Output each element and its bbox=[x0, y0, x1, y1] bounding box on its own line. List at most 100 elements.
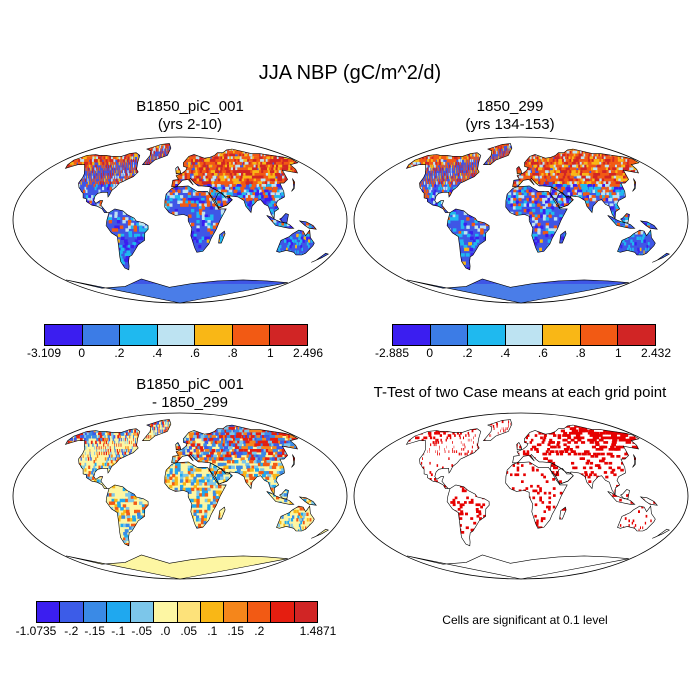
colorbar-ticks-case2: -2.885 0 .2 .4 .6 .8 1 2.432 bbox=[375, 346, 671, 362]
colorbar-tick-label: .1 bbox=[207, 624, 218, 638]
colorbar-tick-label: .8 bbox=[227, 346, 238, 360]
colorbar-tick-label: .2 bbox=[462, 346, 473, 360]
colorbar-tick-label: .05 bbox=[180, 624, 198, 638]
coastline-south-america bbox=[446, 208, 490, 271]
colorbar-tick-label: -2.885 bbox=[374, 346, 410, 360]
colorbar-tick-label: -.2 bbox=[64, 624, 79, 638]
coastline-south-america bbox=[105, 484, 149, 547]
coastline-japan bbox=[632, 454, 637, 468]
coastline-antarctica bbox=[407, 554, 629, 580]
coastline-antarctica bbox=[66, 278, 288, 304]
colorbar-swatch bbox=[130, 602, 155, 622]
coastline-japan bbox=[291, 178, 296, 192]
colorbar-tick-label: -1.0735 bbox=[15, 624, 57, 638]
colorbar-swatch bbox=[177, 602, 201, 622]
colorbar-swatch bbox=[505, 325, 544, 345]
map-case2 bbox=[353, 136, 689, 304]
coastline-japan bbox=[291, 454, 296, 468]
colorbar-swatch bbox=[154, 602, 178, 622]
colorbar-tick-label: .2 bbox=[114, 346, 125, 360]
colorbar-swatch bbox=[120, 325, 158, 345]
colorbar-ticks-diff: -1.0735 -.2 -.15 -.1 -.05 .0 .05 .1 .15 .2 1.4871 bbox=[16, 624, 337, 640]
colorbar-tick-label: .2 bbox=[254, 624, 265, 638]
panel-title-case2-line1: 1850_299 bbox=[476, 98, 544, 115]
coastline-australia bbox=[617, 505, 656, 532]
coastline-madagascar bbox=[218, 506, 226, 520]
panel-title-ttest-line1: T-Test of two Case means at each grid po… bbox=[373, 384, 667, 401]
colorbar-tick-label: 2.496 bbox=[292, 346, 324, 360]
coastline-australia bbox=[617, 229, 656, 256]
colorbar-swatch bbox=[224, 602, 248, 622]
map-svg-diff bbox=[12, 412, 348, 580]
panel-title-case2: 1850_299 (yrs 134-153) bbox=[360, 98, 660, 134]
colorbar-tick-label: 1 bbox=[614, 346, 622, 360]
colorbar-swatch bbox=[232, 325, 271, 345]
coastline-uk bbox=[516, 442, 523, 451]
colorbar-tick-label: 1 bbox=[266, 346, 274, 360]
colorbar-swatch bbox=[247, 602, 272, 622]
coastline-madagascar bbox=[559, 506, 567, 520]
colorbar-ticks-case1: -3.109 0 .2 .4 .6 .8 1 2.496 bbox=[27, 346, 323, 362]
colorbar-swatch bbox=[107, 602, 131, 622]
coastline-new-zealand bbox=[311, 528, 330, 539]
coastline-uk bbox=[175, 166, 182, 175]
map-ttest bbox=[353, 412, 689, 580]
panel-title-case2-line2: (yrs 134-153) bbox=[465, 116, 555, 133]
coastline-north-america bbox=[405, 428, 482, 489]
colorbar-tick-label: .0 bbox=[160, 624, 171, 638]
coastline-arabia-link bbox=[209, 186, 233, 209]
coastline-new-guinea bbox=[639, 220, 658, 230]
colorbar-tick-label: 1.4871 bbox=[299, 624, 337, 638]
colorbar-swatch bbox=[82, 325, 121, 345]
coastline-greenland bbox=[141, 143, 172, 165]
colorbar-tick-label: -.1 bbox=[111, 624, 126, 638]
coastline-new-guinea bbox=[298, 496, 317, 506]
colorbar-swatch bbox=[294, 602, 318, 622]
colorbar-tick-label: -3.109 bbox=[26, 346, 62, 360]
colorbar-tick-label: 0 bbox=[426, 346, 434, 360]
colorbar-swatch bbox=[270, 325, 308, 345]
colorbar-swatch bbox=[83, 602, 108, 622]
coastline-indonesia bbox=[266, 491, 295, 505]
colorbar-tick-label: -.15 bbox=[84, 624, 106, 638]
colorbar-tick-label: .15 bbox=[227, 624, 245, 638]
coastline-new-guinea bbox=[298, 220, 317, 230]
colorbar-tick-label: .4 bbox=[500, 346, 511, 360]
coastline-indonesia bbox=[266, 215, 295, 229]
coastline-arabia-link bbox=[550, 462, 574, 485]
colorbar-swatch bbox=[468, 325, 506, 345]
panel-title-case1-line1: B1850_piC_001 bbox=[136, 98, 244, 115]
map-svg-case1 bbox=[12, 136, 348, 304]
colorbar-swatch bbox=[200, 602, 225, 622]
colorbar-case2 bbox=[392, 324, 656, 346]
colorbar-tick-label: .6 bbox=[537, 346, 548, 360]
figure-title: JJA NBP (gC/m^2/d) bbox=[258, 62, 442, 84]
map-case1 bbox=[12, 136, 348, 304]
coastline-new-zealand bbox=[652, 528, 671, 539]
colorbar-swatch bbox=[60, 602, 84, 622]
colorbar-diff bbox=[36, 601, 318, 623]
map-diff bbox=[12, 412, 348, 580]
colorbar-swatch bbox=[157, 325, 196, 345]
colorbar-tick-label: 0 bbox=[78, 346, 86, 360]
colorbar-swatch bbox=[543, 325, 581, 345]
coastline-africa bbox=[505, 461, 568, 529]
coastline-new-zealand bbox=[652, 252, 671, 263]
colorbar-swatch bbox=[195, 325, 233, 345]
panel-title-case1: B1850_piC_001 (yrs 2-10) bbox=[40, 98, 340, 134]
panel-title-case1-line2: (yrs 2-10) bbox=[157, 116, 223, 133]
colorbar-swatch bbox=[271, 602, 295, 622]
coastline-antarctica bbox=[407, 278, 629, 304]
panel-title-diff: B1850_piC_001 - 1850_299 bbox=[40, 376, 340, 412]
map-svg-ttest bbox=[353, 412, 689, 580]
coastline-arabia-link bbox=[209, 462, 233, 485]
coastline-north-america bbox=[64, 428, 141, 489]
coastline-madagascar bbox=[559, 230, 567, 244]
coastline-japan bbox=[632, 178, 637, 192]
panel-title-ttest: T-Test of two Case means at each grid po… bbox=[350, 384, 690, 402]
coastline-australia bbox=[276, 229, 315, 256]
coastline-borneo bbox=[279, 489, 289, 500]
colorbar-tick-label: .6 bbox=[189, 346, 200, 360]
coastline-north-america bbox=[64, 152, 141, 213]
coastline-indonesia bbox=[607, 215, 636, 229]
